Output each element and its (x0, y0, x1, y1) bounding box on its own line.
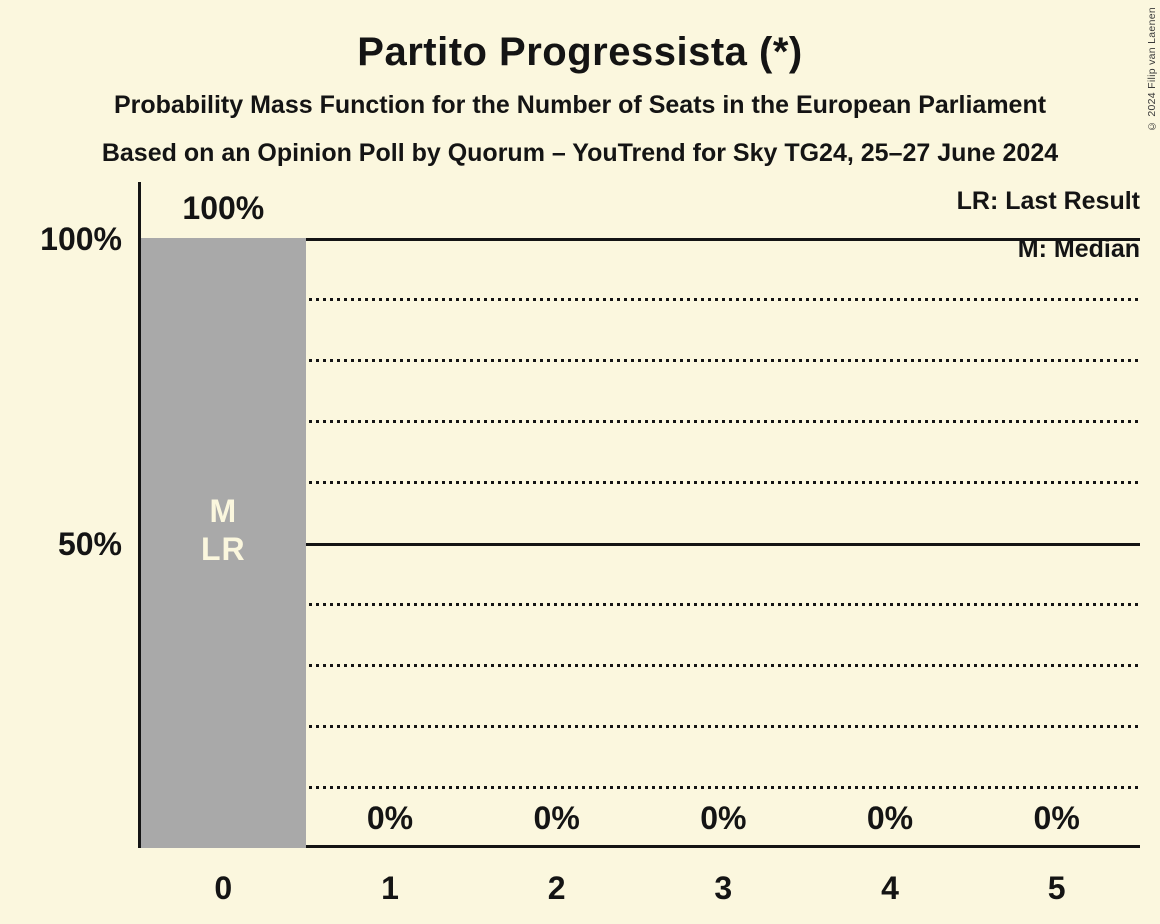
x-tick-label-2: 2 (547, 870, 566, 906)
bar-value-label-5: 0% (1033, 800, 1080, 836)
gridline-dotted-70pct (141, 420, 1140, 423)
gridline-solid-50pct (141, 543, 1140, 546)
x-tick-label-1: 1 (381, 870, 399, 906)
bar-seats-0 (141, 238, 306, 848)
gridline-solid-100pct (141, 238, 1140, 241)
bar-value-label-4: 0% (866, 800, 914, 836)
bar-value-label-0: 100% (182, 190, 265, 226)
gridline-dotted-30pct (141, 664, 1140, 667)
chart-source-line: Based on an Opinion Poll by Quorum – You… (101, 139, 1059, 167)
gridline-dotted-20pct (141, 725, 1140, 728)
x-tick-label-4: 4 (881, 870, 899, 906)
bar-value-label-3: 0% (700, 800, 747, 836)
gridline-dotted-90pct (141, 298, 1140, 301)
x-tick-label-3: 3 (714, 870, 733, 906)
gridline-dotted-10pct (141, 786, 1140, 789)
y-axis-line (138, 182, 141, 848)
chart-title: Partito Progressista (*) (357, 30, 803, 74)
gridline-dotted-60pct (141, 481, 1140, 484)
x-axis-line (138, 845, 1140, 848)
x-tick-label-0: 0 (214, 870, 233, 906)
chart-subtitle: Probability Mass Function for the Number… (113, 91, 1047, 119)
bar-value-label-2: 0% (533, 800, 580, 836)
gridline-dotted-80pct (141, 359, 1140, 362)
y-tick-label-100pct: 100% (40, 221, 122, 257)
y-tick-label-50pct: 50% (57, 526, 122, 562)
bar-value-label-1: 0% (366, 800, 414, 836)
annotation-line-lr: LR (201, 531, 246, 567)
annotation-line-m: M (209, 493, 238, 529)
legend-last-result: LR: Last Result (956, 187, 1140, 215)
bar-annotation-0: M LR (140, 492, 307, 568)
x-tick-label-5: 5 (1047, 870, 1066, 906)
gridline-dotted-40pct (141, 603, 1140, 606)
